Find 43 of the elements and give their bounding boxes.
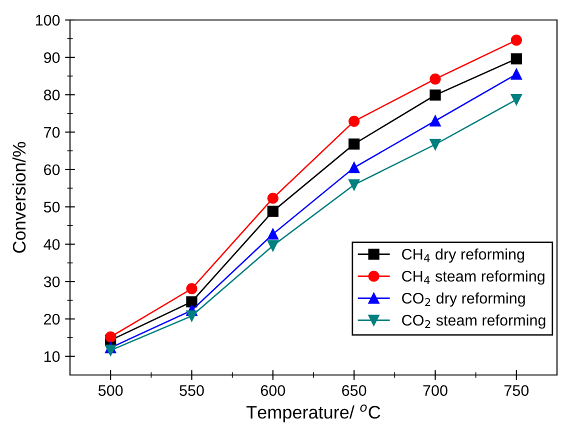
- x-tick-label: 600: [260, 385, 286, 396]
- point: [348, 138, 360, 150]
- y-tick-label: 50: [44, 202, 60, 213]
- point: [267, 240, 278, 252]
- legend-label: CH$_{4}$ dry reforming: [402, 248, 524, 263]
- point: [510, 34, 522, 46]
- point: [267, 192, 278, 204]
- y-axis-title: Conversion/%: [12, 142, 26, 253]
- point: [430, 115, 441, 126]
- x-axis-title: Temperature/ $^{o}$C: [246, 404, 380, 422]
- point: [348, 116, 360, 127]
- point: [430, 90, 441, 101]
- x-tick-label: 650: [342, 385, 366, 396]
- x-tick-label: 750: [504, 385, 529, 396]
- point: [348, 162, 360, 174]
- point: [348, 179, 360, 190]
- y-tick-label: 100: [36, 14, 60, 26]
- x-tick-label: 700: [423, 385, 448, 396]
- legend-label: CO$_{2}$ steam reforming: [402, 314, 546, 329]
- point: [510, 68, 522, 80]
- point: [186, 283, 198, 294]
- x-tick-label: 500: [98, 385, 123, 396]
- legend-label: CO$_{2}$ dry reforming: [402, 292, 525, 307]
- point: [105, 331, 116, 342]
- point: [186, 296, 198, 308]
- y-tick-label: 20: [44, 314, 60, 325]
- point: [105, 344, 116, 356]
- point: [267, 228, 278, 240]
- y-tick-label: 80: [44, 90, 60, 100]
- point: [430, 138, 441, 150]
- y-tick-label: 10: [44, 351, 60, 362]
- y-tick-label: 60: [44, 164, 60, 176]
- y-tick-label: 30: [44, 276, 60, 288]
- point: [510, 94, 522, 106]
- point: [267, 206, 278, 217]
- point: [186, 310, 198, 322]
- point: [430, 73, 441, 85]
- x-tick-label: 550: [180, 385, 204, 396]
- point: [510, 53, 522, 64]
- legend-label: CH$_{4}$ steam reforming: [402, 270, 544, 285]
- y-tick-label: 40: [44, 239, 60, 250]
- y-tick-label: 70: [44, 126, 60, 138]
- y-tick-label: 90: [44, 52, 60, 64]
